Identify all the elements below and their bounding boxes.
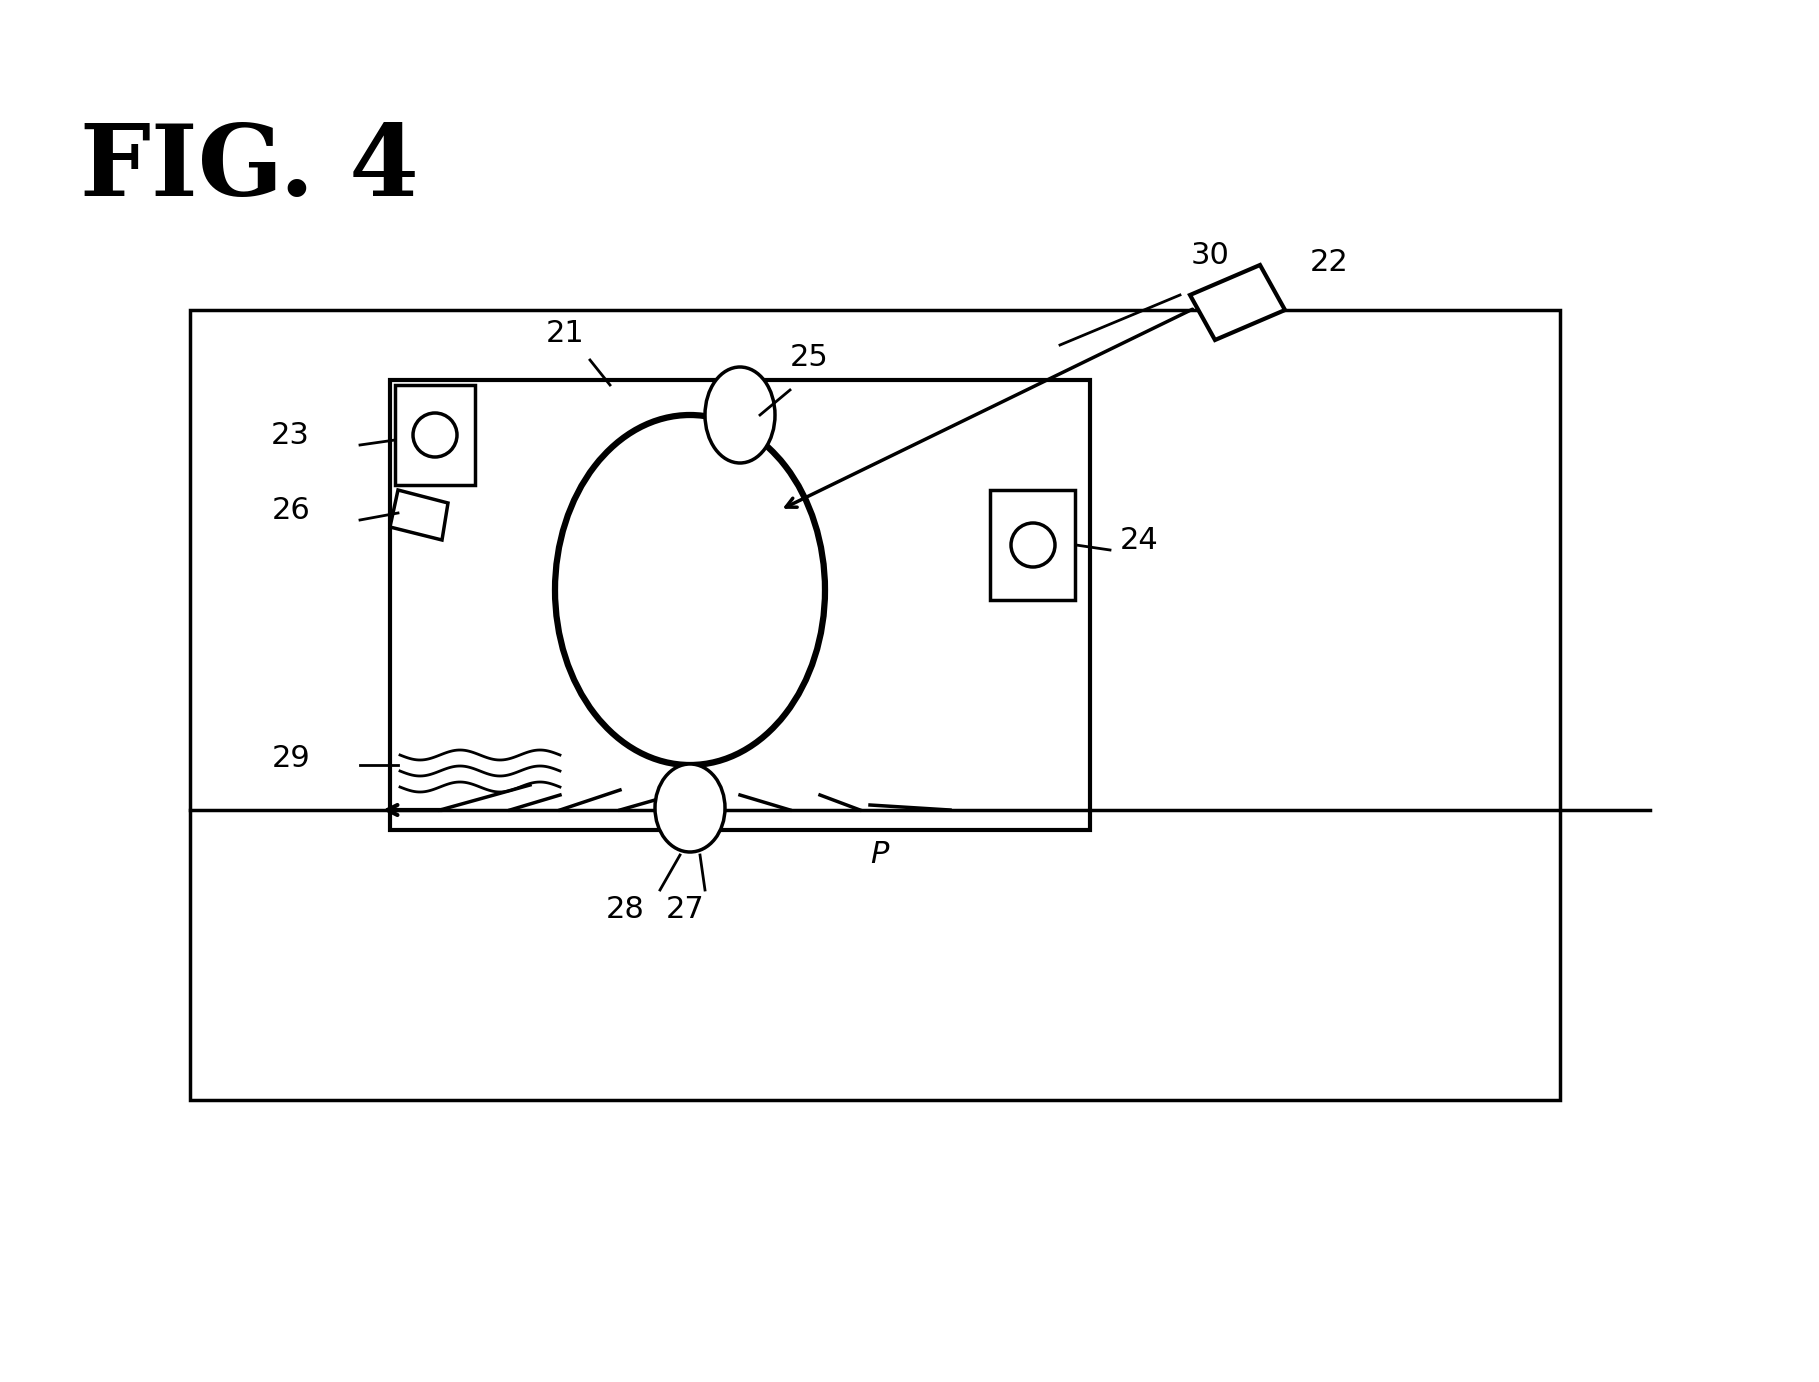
Text: 27: 27 — [666, 896, 704, 925]
Text: 22: 22 — [1310, 247, 1348, 276]
Text: 25: 25 — [789, 343, 829, 372]
Ellipse shape — [413, 413, 457, 457]
Polygon shape — [1190, 265, 1284, 340]
Text: 28: 28 — [606, 896, 644, 925]
Text: FIG. 4: FIG. 4 — [80, 120, 418, 217]
Ellipse shape — [706, 368, 775, 463]
Bar — [189, 310, 1561, 1100]
Text: 23: 23 — [271, 420, 309, 449]
Text: 29: 29 — [271, 744, 309, 773]
Ellipse shape — [655, 764, 726, 851]
Polygon shape — [389, 491, 447, 540]
Bar — [395, 386, 475, 485]
Text: 21: 21 — [546, 319, 584, 348]
Bar — [990, 491, 1075, 600]
Bar — [389, 380, 1090, 831]
Text: 26: 26 — [271, 496, 309, 525]
Ellipse shape — [1011, 522, 1055, 567]
Text: 30: 30 — [1191, 240, 1230, 269]
Text: P: P — [869, 840, 888, 869]
Text: 24: 24 — [1121, 525, 1159, 554]
Ellipse shape — [555, 415, 826, 766]
